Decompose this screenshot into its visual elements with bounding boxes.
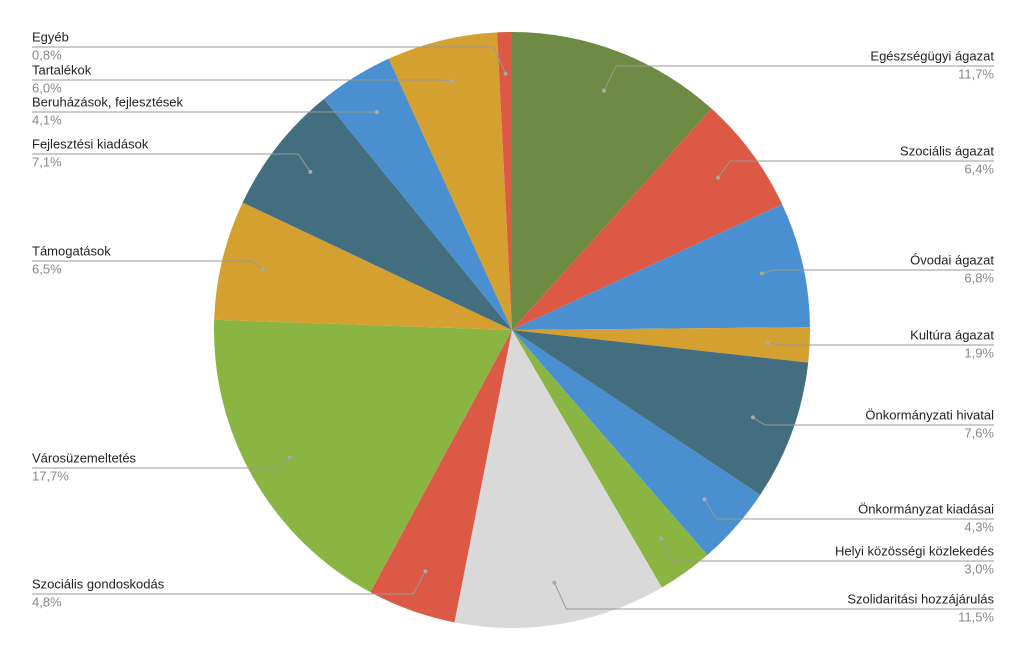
pie-slice bbox=[512, 108, 783, 330]
slice-value-label: 11,5% bbox=[958, 609, 994, 624]
slice-value-label: 6,5% bbox=[32, 261, 62, 276]
pie-slice bbox=[214, 319, 513, 593]
pie-slice bbox=[512, 330, 809, 495]
pie-slice bbox=[512, 32, 712, 330]
slice-label: Kultúra ágazat bbox=[910, 327, 994, 342]
slice-label: Szociális ágazat bbox=[900, 143, 994, 158]
leader-line bbox=[761, 269, 994, 274]
slice-label: Egészségügyi ágazat bbox=[870, 48, 994, 63]
leader-line bbox=[704, 498, 994, 520]
slice-label: Szociális gondoskodás bbox=[32, 576, 165, 591]
slice-value-label: 6,8% bbox=[964, 270, 994, 285]
leader-dot bbox=[750, 415, 755, 420]
leader-dot bbox=[449, 78, 454, 83]
leader-dot bbox=[765, 340, 770, 345]
leader-dot bbox=[374, 110, 379, 115]
slice-label: Támogatások bbox=[32, 243, 111, 258]
pie-slice bbox=[512, 204, 810, 330]
slice-label: Óvodai ágazat bbox=[910, 252, 994, 267]
slice-label: Szolidaritási hozzájárulás bbox=[847, 591, 994, 606]
slice-value-label: 4,3% bbox=[964, 519, 994, 534]
pie-slice bbox=[512, 330, 761, 556]
leader-line bbox=[717, 160, 994, 178]
leader-line bbox=[767, 342, 994, 346]
slice-value-label: 1,9% bbox=[964, 345, 994, 360]
leader-dot bbox=[716, 175, 721, 180]
pie-slice bbox=[512, 327, 810, 363]
leader-line bbox=[32, 79, 452, 82]
leader-dot bbox=[552, 580, 557, 585]
slice-value-label: 4,1% bbox=[32, 112, 62, 127]
pie-slice bbox=[370, 330, 512, 623]
leader-line bbox=[32, 46, 507, 75]
pie-slice bbox=[497, 32, 512, 330]
slice-label: Fejlesztési kiadások bbox=[32, 136, 149, 151]
slice-value-label: 4,8% bbox=[32, 594, 62, 609]
leader-dot bbox=[503, 71, 508, 76]
slice-value-label: 0,8% bbox=[32, 47, 62, 62]
slice-value-label: 6,0% bbox=[32, 80, 62, 95]
leader-dot bbox=[308, 169, 313, 174]
pie-slice bbox=[242, 98, 512, 330]
slice-label: Tartalékok bbox=[32, 62, 92, 77]
slice-label: Önkormányzat kiadásai bbox=[858, 501, 994, 516]
leader-line bbox=[553, 582, 994, 610]
leader-line bbox=[32, 260, 264, 270]
leader-dot bbox=[601, 88, 606, 93]
slice-label: Városüzemeltetés bbox=[32, 450, 137, 465]
leader-dot bbox=[659, 536, 664, 541]
pie-slice bbox=[214, 202, 512, 330]
slice-label: Önkormányzati hivatal bbox=[865, 407, 994, 422]
leader-line bbox=[32, 153, 311, 173]
leader-dot bbox=[423, 569, 428, 574]
leader-dot bbox=[260, 267, 265, 272]
leader-dot bbox=[759, 271, 764, 276]
slice-label: Egyéb bbox=[32, 29, 69, 44]
slice-value-label: 11,7% bbox=[958, 66, 994, 81]
leader-dot bbox=[287, 455, 292, 460]
pie-slice bbox=[323, 58, 512, 330]
leader-line bbox=[32, 457, 290, 469]
pie-slice bbox=[512, 330, 708, 588]
slice-value-label: 17,7% bbox=[32, 468, 69, 483]
slice-value-label: 3,0% bbox=[964, 561, 994, 576]
leader-line bbox=[660, 538, 994, 562]
leader-line bbox=[32, 570, 426, 595]
leader-dot bbox=[702, 497, 707, 502]
slice-value-label: 7,1% bbox=[32, 154, 62, 169]
slice-value-label: 6,4% bbox=[964, 161, 994, 176]
pie-slice bbox=[454, 330, 662, 628]
slice-label: Helyi közösségi közlekedés bbox=[835, 543, 994, 558]
slice-value-label: 7,6% bbox=[964, 425, 994, 440]
leader-line bbox=[603, 65, 994, 91]
leader-line bbox=[752, 416, 994, 426]
pie-slice bbox=[388, 32, 512, 331]
slice-label: Beruházások, fejlesztések bbox=[32, 94, 184, 109]
